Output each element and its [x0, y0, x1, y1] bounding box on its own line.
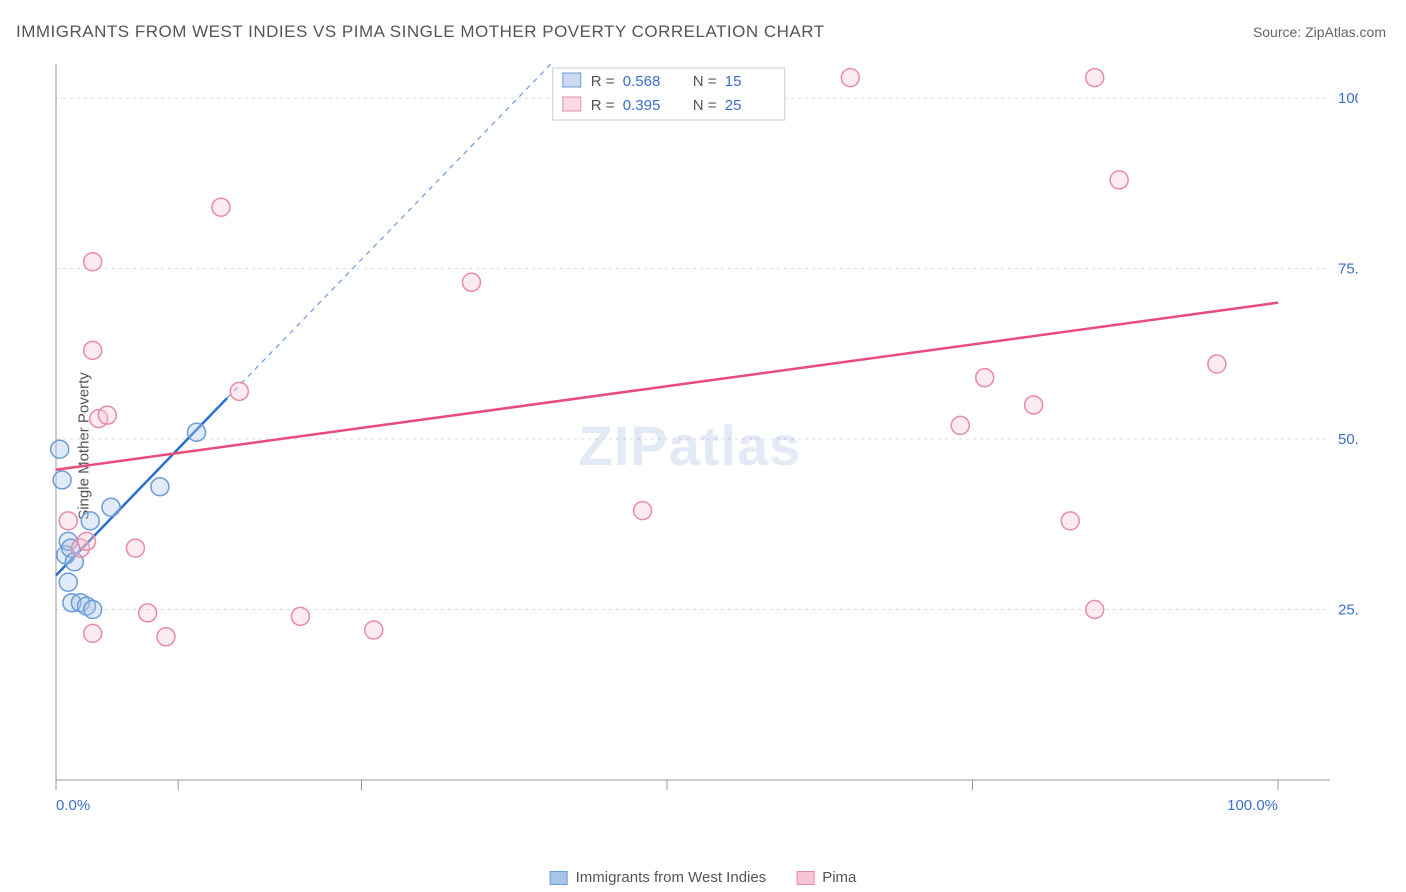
svg-text:0.0%: 0.0%: [56, 797, 90, 814]
legend-label-series1: Immigrants from West Indies: [576, 869, 767, 886]
chart-title: IMMIGRANTS FROM WEST INDIES VS PIMA SING…: [16, 22, 825, 42]
svg-text:100.0%: 100.0%: [1338, 90, 1358, 107]
legend-item-series1: Immigrants from West Indies: [550, 869, 767, 886]
scatter-plot: 25.0% 50.0% 75.0% 100.0% 0.0% 100.0% ZIPatlas R…: [48, 56, 1358, 828]
swatch-icon: [550, 871, 568, 885]
source-attribution: Source: ZipAtlas.com: [1253, 24, 1386, 40]
swatch-icon: [796, 871, 814, 885]
svg-text:R =: R =: [591, 97, 615, 114]
chart-container: IMMIGRANTS FROM WEST INDIES VS PIMA SING…: [0, 0, 1406, 892]
legend-label-series2: Pima: [822, 869, 856, 886]
x-axis-legend: Immigrants from West Indies Pima: [550, 869, 857, 886]
svg-text:N =: N =: [693, 97, 717, 114]
svg-text:50.0%: 50.0%: [1338, 431, 1358, 448]
svg-text:ZIPatlas: ZIPatlas: [579, 414, 802, 477]
svg-text:75.0%: 75.0%: [1338, 261, 1358, 278]
legend-item-series2: Pima: [796, 869, 856, 886]
source-link[interactable]: ZipAtlas.com: [1305, 24, 1386, 40]
svg-text:15: 15: [725, 73, 742, 90]
svg-text:R =: R =: [591, 73, 615, 90]
svg-text:0.395: 0.395: [623, 97, 661, 114]
source-prefix: Source:: [1253, 24, 1305, 40]
svg-text:100.0%: 100.0%: [1227, 797, 1278, 814]
svg-text:25: 25: [725, 97, 742, 114]
svg-text:N =: N =: [693, 73, 717, 90]
svg-text:0.568: 0.568: [623, 73, 661, 90]
svg-text:25.0%: 25.0%: [1338, 602, 1358, 619]
